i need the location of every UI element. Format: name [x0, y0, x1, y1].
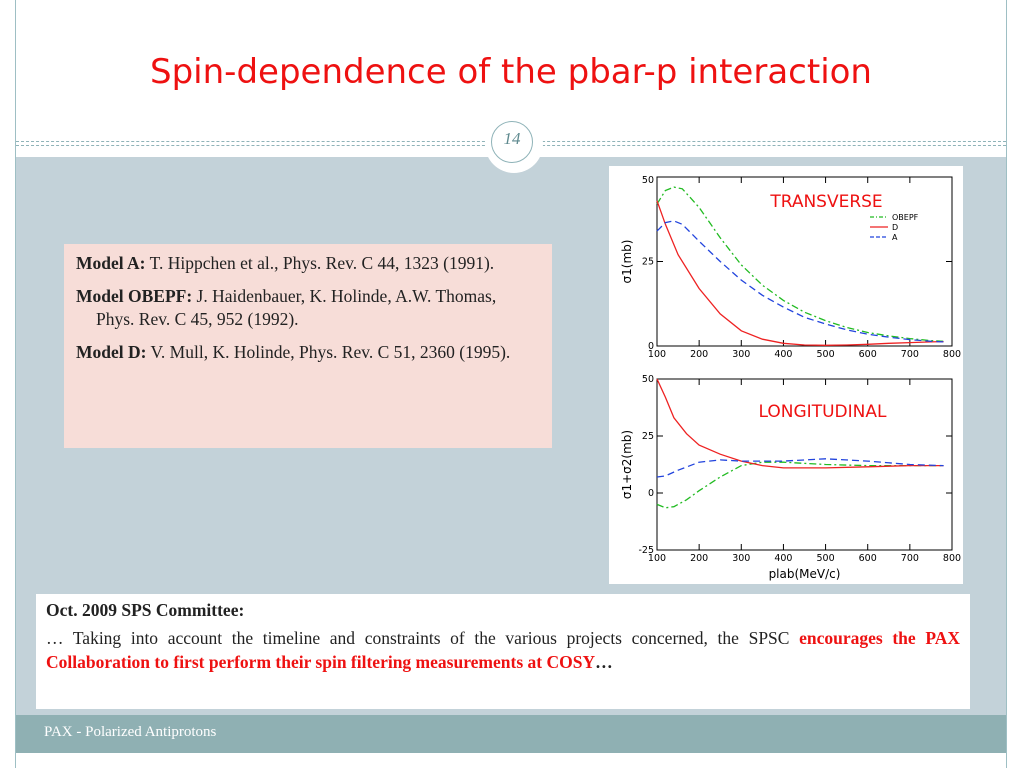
note-highlight: encourages the PAX Collaboration to firs… — [46, 628, 960, 672]
series-line-obepf — [656, 186, 944, 342]
frame-right-border — [1006, 0, 1007, 768]
y-tick-label: 0 — [648, 341, 654, 352]
x-axis-label: plab(MeV/c) — [769, 567, 841, 581]
y-tick-label: 25 — [642, 257, 654, 268]
x-tick-label: 200 — [690, 349, 708, 360]
x-tick-label: 400 — [774, 349, 792, 360]
note-body: … Taking into account the timeline and c… — [46, 626, 960, 674]
note-heading: Oct. 2009 SPS Committee: — [46, 600, 245, 620]
reference-label: Model D: — [76, 342, 147, 362]
panel-label: TRANSVERSE — [769, 192, 882, 212]
note-text: … Taking into account the timeline and c… — [46, 628, 800, 648]
y-tick-label: -25 — [638, 545, 654, 556]
reference-text: V. Mull, K. Holinde, Phys. Rev. C 51, 23… — [146, 342, 511, 362]
slide-title: Spin-dependence of the pbar-p interactio… — [150, 52, 872, 92]
x-tick-label: 100 — [648, 349, 666, 360]
note-text-end: … — [595, 652, 613, 672]
reference-item: Model A: T. Hippchen et al., Phys. Rev. … — [76, 252, 538, 275]
committee-note: Oct. 2009 SPS Committee: … Taking into a… — [36, 594, 970, 709]
x-tick-label: 800 — [943, 553, 961, 564]
references-box: Model A: T. Hippchen et al., Phys. Rev. … — [64, 244, 552, 448]
x-tick-label: 800 — [943, 349, 961, 360]
x-tick-label: 500 — [817, 349, 835, 360]
x-tick-label: 300 — [732, 553, 750, 564]
series-line-obepf — [656, 461, 944, 509]
x-tick-label: 400 — [774, 553, 792, 564]
reference-item: Model OBEPF: J. Haidenbauer, K. Holinde,… — [76, 285, 538, 331]
reference-text: T. Hippchen et al., Phys. Rev. C 44, 132… — [145, 253, 495, 273]
series-line-d — [656, 378, 944, 469]
page-number: 14 — [503, 129, 521, 148]
reference-label: Model OBEPF: — [76, 286, 193, 306]
x-tick-label: 700 — [901, 553, 919, 564]
legend-label: OBEPF — [892, 213, 919, 222]
y-axis-label: σ1(mb) — [620, 240, 634, 284]
y-tick-label: 0 — [648, 488, 654, 499]
footer-text: PAX - Polarized Antiprotons — [44, 724, 217, 740]
panel-label: LONGITUDINAL — [759, 402, 887, 422]
x-tick-label: 600 — [859, 349, 877, 360]
chart-panel: 100 200 300 400 500 600 700 800 0 25 50 TRANSVERSE σ… — [609, 166, 963, 584]
reference-label: Model A: — [76, 253, 146, 273]
x-tick-label: 100 — [648, 553, 666, 564]
reference-item: Model D: V. Mull, K. Holinde, Phys. Rev.… — [76, 341, 538, 364]
reference-text: J. Haidenbauer, K. Holinde, A.W. Thomas,… — [96, 286, 497, 329]
x-tick-label: 200 — [690, 553, 708, 564]
x-tick-label: 700 — [901, 349, 919, 360]
x-tick-label: 500 — [817, 553, 835, 564]
page-number-ring — [491, 121, 533, 163]
plot-frame — [656, 378, 953, 551]
series-line-d — [656, 200, 944, 346]
cross-section-charts: 100 200 300 400 500 600 700 80002550TRANSVERSEσ… — [620, 175, 961, 581]
x-tick-label: 300 — [732, 349, 750, 360]
footer-bar — [16, 715, 1006, 753]
y-tick-label: 50 — [642, 175, 654, 186]
y-axis-label: σ1+σ2(mb) — [620, 430, 634, 499]
x-tick-label: 600 — [859, 553, 877, 564]
frame-left-border — [15, 0, 16, 768]
legend-label: D — [892, 223, 898, 232]
legend-label: A — [892, 233, 898, 242]
series-line-a — [656, 220, 944, 343]
series-line-a — [656, 458, 944, 478]
y-tick-label: 50 — [642, 374, 654, 385]
y-tick-label: 25 — [642, 431, 654, 442]
